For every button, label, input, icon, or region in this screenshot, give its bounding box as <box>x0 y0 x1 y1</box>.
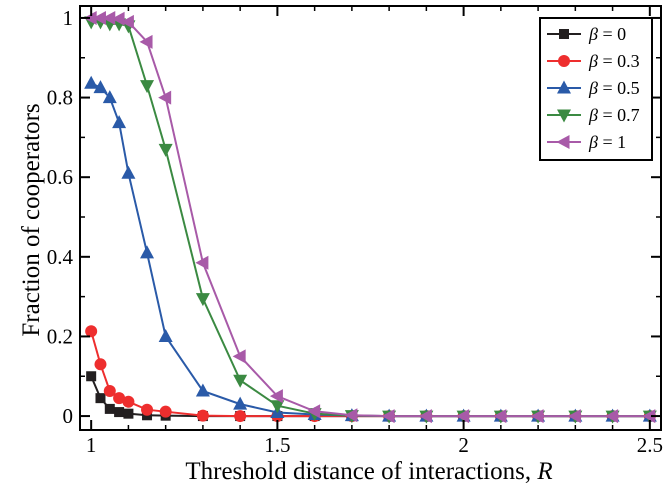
data-point <box>159 405 172 418</box>
data-point <box>123 408 134 419</box>
data-point <box>113 392 126 405</box>
plot-frame <box>79 5 662 431</box>
data-point <box>94 358 107 371</box>
y-tick-label: 0.8 <box>47 86 73 110</box>
series-line <box>90 375 650 418</box>
series-line <box>90 330 650 418</box>
legend-marker <box>558 55 570 67</box>
series-layer <box>83 10 657 424</box>
axes-layer: 1 1.5 2 2.5 0 0.2 0.4 0.6 0.8 1 <box>47 5 663 457</box>
data-point <box>104 403 115 414</box>
data-point <box>233 374 248 388</box>
legend-item: β = 0.5 <box>547 78 640 98</box>
data-point <box>270 400 285 414</box>
data-point <box>307 404 321 419</box>
legend-marker <box>557 109 571 123</box>
data-point <box>232 349 246 364</box>
legend-label: β = 0.7 <box>588 105 640 125</box>
data-point <box>140 80 155 94</box>
data-point <box>195 255 209 270</box>
data-point <box>84 75 99 89</box>
legend-marker <box>556 135 570 149</box>
legend-marker <box>557 80 571 94</box>
data-point <box>102 90 117 104</box>
data-point <box>140 245 155 259</box>
x-tick-label: 1.5 <box>264 433 290 457</box>
x-tick-label: 2.5 <box>637 433 663 457</box>
x-tick-label: 1 <box>86 433 97 457</box>
data-point <box>567 409 581 424</box>
data-point <box>234 410 247 423</box>
data-point <box>493 409 507 424</box>
legend-label: β = 1 <box>588 132 626 152</box>
y-tick-label: 0.4 <box>47 245 74 269</box>
data-point <box>92 10 106 25</box>
data-point <box>195 293 210 307</box>
data-point <box>158 90 172 105</box>
data-point <box>233 396 248 410</box>
data-point <box>85 325 98 338</box>
data-point <box>103 384 116 397</box>
data-point <box>196 409 209 422</box>
series-0 <box>86 371 655 422</box>
data-point <box>83 10 97 25</box>
legend-label: β = 0.3 <box>588 51 640 71</box>
series-1 <box>83 10 656 424</box>
y-tick-label: 1 <box>63 6 74 30</box>
legend: β = 0 β = 0.3 β = 0.5 β = 0.7 β = 1 <box>539 17 653 161</box>
x-axis-label-variable: R <box>536 458 552 485</box>
legend-label: β = 0 <box>588 24 626 44</box>
legend-item: β = 0 <box>547 24 626 44</box>
y-axis-label: Fraction of cooperators <box>18 103 45 336</box>
legend-item: β = 0.7 <box>547 105 640 125</box>
data-point <box>530 409 544 424</box>
y-tick-label: 0.6 <box>47 165 73 189</box>
x-tick-label: 2 <box>458 433 469 457</box>
data-point <box>122 395 135 408</box>
data-point <box>95 393 106 404</box>
data-point <box>102 10 116 25</box>
x-axis-label: Threshold distance of interactions, R <box>185 458 552 485</box>
data-point <box>114 407 125 418</box>
data-point <box>605 409 619 424</box>
data-point <box>381 409 395 424</box>
data-point <box>111 11 125 26</box>
data-point <box>93 80 108 94</box>
data-point <box>86 371 97 382</box>
data-point <box>642 409 656 424</box>
data-point <box>141 403 154 416</box>
legend-marker <box>559 29 569 39</box>
y-tick-label: 0 <box>63 404 74 428</box>
data-point <box>456 409 470 424</box>
y-tick-label: 0.2 <box>47 324 73 348</box>
data-point <box>139 34 153 49</box>
legend-item: β = 1 <box>547 132 626 152</box>
data-point <box>121 165 136 179</box>
x-axis-label-text: Threshold distance of interactions, <box>185 458 537 485</box>
data-point <box>158 143 173 157</box>
data-point <box>418 409 432 424</box>
data-point <box>269 389 283 404</box>
legend-item: β = 0.3 <box>547 51 640 71</box>
data-point <box>344 408 358 423</box>
data-point <box>112 115 127 129</box>
data-point <box>158 328 173 342</box>
data-point <box>195 383 210 397</box>
data-point <box>120 14 134 29</box>
legend-label: β = 0.5 <box>588 78 640 98</box>
